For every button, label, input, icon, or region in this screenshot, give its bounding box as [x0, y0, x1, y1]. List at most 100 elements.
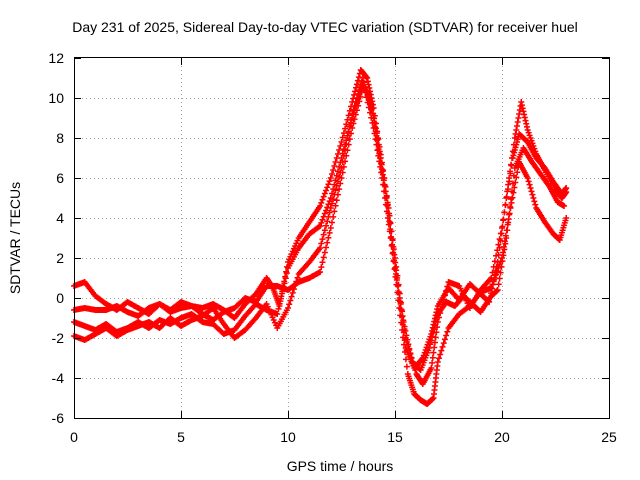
- data-point: [331, 163, 338, 169]
- data-point: [514, 169, 521, 176]
- data-point: [503, 195, 510, 201]
- data-point: [351, 91, 358, 98]
- y-tick-label: -4: [52, 370, 65, 386]
- data-point: [488, 290, 495, 297]
- data-point: [377, 160, 384, 167]
- data-point: [387, 220, 394, 227]
- data-point: [359, 75, 366, 81]
- data-point: [403, 363, 410, 370]
- data-point: [378, 166, 385, 173]
- data-point: [511, 184, 518, 191]
- data-point: [328, 171, 335, 177]
- data-point: [500, 216, 507, 223]
- data-point: [328, 219, 335, 226]
- data-point: [382, 188, 389, 195]
- data-point: [438, 347, 445, 354]
- data-point: [388, 228, 395, 235]
- data-point: [393, 267, 400, 274]
- data-point: [294, 274, 301, 281]
- data-point: [395, 282, 402, 289]
- y-tick-label: -6: [52, 410, 65, 426]
- data-point: [325, 213, 332, 220]
- data-point: [499, 223, 506, 230]
- data-point: [385, 205, 392, 211]
- data-point: [418, 356, 425, 363]
- data-point: [364, 92, 371, 99]
- data-point: [379, 171, 386, 178]
- data-point: [346, 123, 353, 129]
- series-4: [71, 75, 570, 371]
- data-point: [494, 259, 501, 265]
- data-point: [318, 199, 325, 206]
- data-point: [398, 313, 405, 320]
- data-point: [353, 84, 360, 91]
- data-point: [334, 178, 341, 185]
- y-tick-label: 0: [56, 290, 64, 306]
- data-point: [441, 336, 448, 343]
- data-point: [315, 223, 322, 230]
- data-point: [502, 202, 509, 209]
- data-point: [345, 112, 352, 119]
- y-axis-label: SDTVAR / TECUs: [7, 182, 23, 294]
- data-point: [443, 332, 450, 339]
- data-point: [279, 290, 286, 297]
- data-point: [285, 305, 291, 311]
- data-point: [434, 359, 441, 365]
- data-point: [495, 241, 502, 248]
- data-point: [320, 254, 327, 261]
- data-point: [328, 200, 335, 207]
- data-point: [345, 129, 352, 135]
- data-point: [506, 210, 513, 217]
- data-point: [397, 306, 404, 313]
- data-point: [490, 276, 497, 283]
- data-point: [505, 216, 512, 223]
- y-tick-label: 8: [56, 130, 64, 146]
- plot-border: [74, 57, 610, 419]
- data-point: [321, 210, 328, 217]
- data-point: [563, 189, 570, 195]
- data-point: [396, 298, 403, 305]
- data-point: [429, 354, 436, 361]
- data-point: [440, 340, 447, 347]
- data-point: [323, 244, 330, 251]
- data-point: [339, 159, 346, 165]
- data-point: [383, 193, 390, 200]
- grid: [74, 58, 609, 418]
- data-point: [319, 236, 326, 243]
- chart-title: Day 231 of 2025, Sidereal Day-to-day VTE…: [72, 19, 578, 35]
- data-point: [503, 227, 510, 234]
- data-point: [292, 282, 299, 289]
- data-point: [324, 239, 331, 246]
- data-point: [530, 195, 537, 201]
- data-point: [529, 191, 536, 198]
- data-point: [496, 244, 503, 251]
- data-point: [527, 185, 534, 191]
- data-markers: [71, 67, 570, 407]
- data-point: [492, 267, 499, 274]
- data-point: [282, 275, 289, 282]
- data-point: [321, 190, 328, 197]
- data-point: [277, 295, 284, 302]
- data-point: [332, 202, 339, 209]
- data-point: [504, 221, 511, 228]
- data-point: [531, 198, 538, 205]
- data-point: [435, 355, 442, 362]
- data-point: [281, 280, 288, 287]
- data-point: [363, 88, 370, 95]
- y-tick-label: 2: [56, 250, 64, 266]
- data-point: [288, 293, 295, 300]
- y-tick-label: 6: [56, 170, 64, 186]
- data-point: [276, 300, 283, 307]
- y-tick-label: 12: [48, 50, 64, 66]
- data-point: [504, 188, 511, 195]
- x-axis-label: GPS time / hours: [287, 458, 394, 474]
- data-point: [330, 196, 337, 203]
- data-point: [357, 83, 364, 89]
- data-point: [323, 187, 330, 194]
- data-point: [317, 223, 324, 229]
- data-point: [525, 178, 532, 185]
- data-point: [401, 337, 408, 344]
- data-point: [333, 182, 340, 189]
- data-point: [318, 219, 325, 226]
- data-point: [320, 231, 327, 238]
